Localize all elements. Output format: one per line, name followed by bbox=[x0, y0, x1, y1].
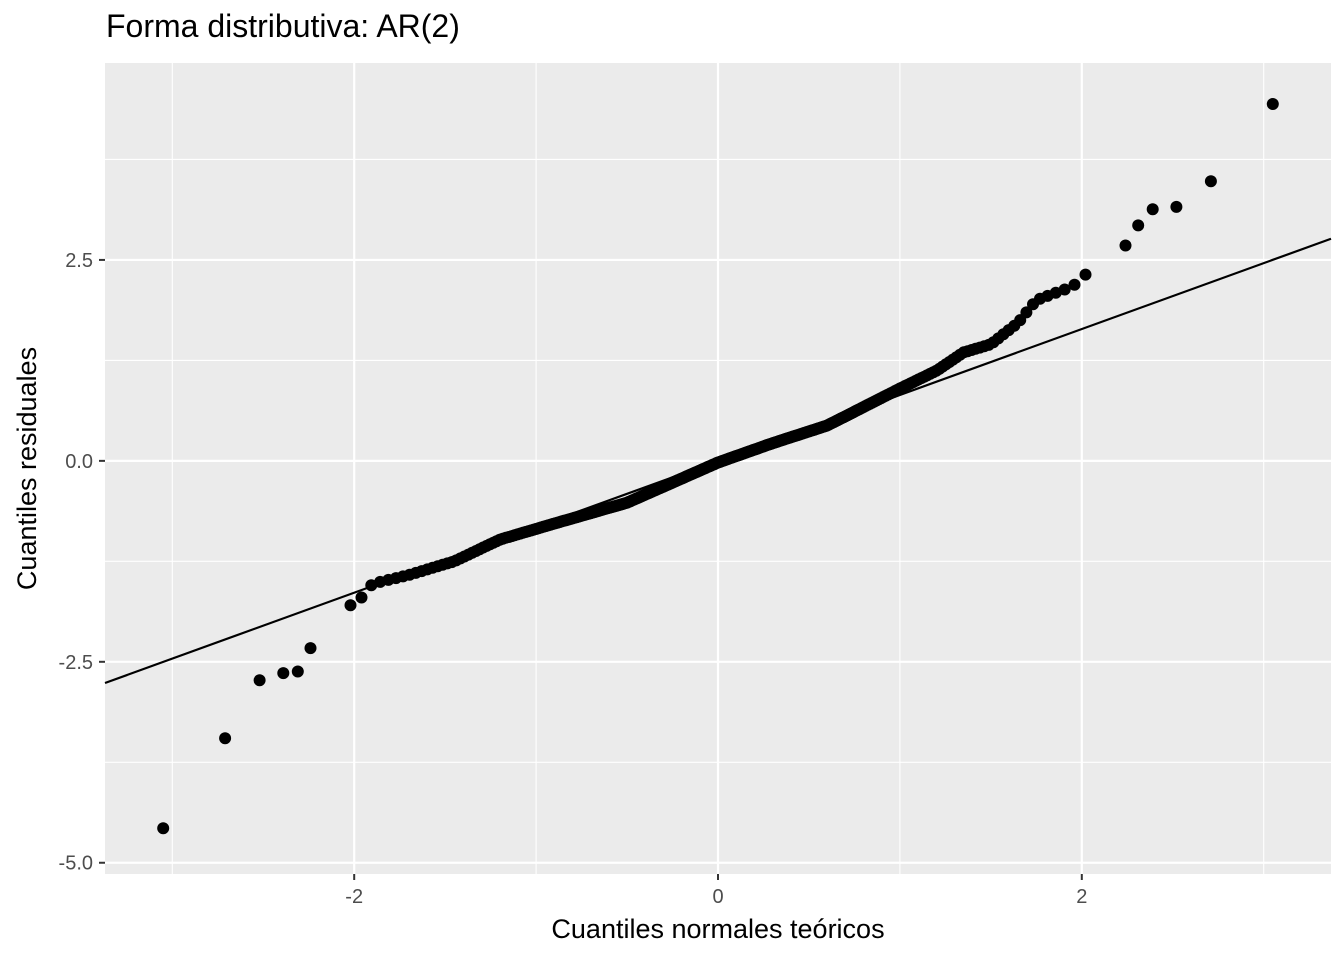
y-tick-label: -5.0 bbox=[59, 853, 93, 875]
data-point bbox=[1079, 268, 1092, 281]
data-point bbox=[1058, 283, 1071, 296]
data-point bbox=[253, 674, 266, 687]
data-point bbox=[344, 599, 357, 612]
data-point bbox=[277, 667, 290, 680]
data-point bbox=[1266, 98, 1279, 110]
y-tick-label: 0.0 bbox=[65, 451, 93, 473]
data-point bbox=[1020, 306, 1033, 319]
y-tick-label: 2.5 bbox=[65, 250, 93, 272]
data-point bbox=[219, 732, 232, 745]
data-point bbox=[1132, 219, 1145, 232]
x-tick-label: 2 bbox=[1076, 886, 1087, 908]
y-tick-label: -2.5 bbox=[59, 652, 93, 674]
data-point bbox=[355, 591, 368, 604]
data-point bbox=[1146, 203, 1159, 216]
data-point bbox=[1068, 278, 1081, 291]
data-point bbox=[291, 665, 304, 678]
data-point bbox=[1119, 239, 1132, 252]
axis-ticks: -2 0 2 -5.0 -2.5 0.0 2.5 bbox=[59, 250, 1088, 908]
data-point bbox=[304, 642, 317, 655]
data-point bbox=[1170, 200, 1183, 213]
x-tick-label: -2 bbox=[345, 886, 363, 908]
data-point bbox=[1204, 175, 1217, 188]
y-axis-title: Cuantiles residuales bbox=[12, 347, 42, 590]
chart-title: Forma distributiva: AR(2) bbox=[106, 8, 460, 44]
data-points bbox=[157, 98, 1279, 835]
data-point bbox=[157, 822, 170, 835]
x-tick-label: 0 bbox=[712, 886, 723, 908]
x-axis-title: Cuantiles normales teóricos bbox=[551, 914, 884, 944]
